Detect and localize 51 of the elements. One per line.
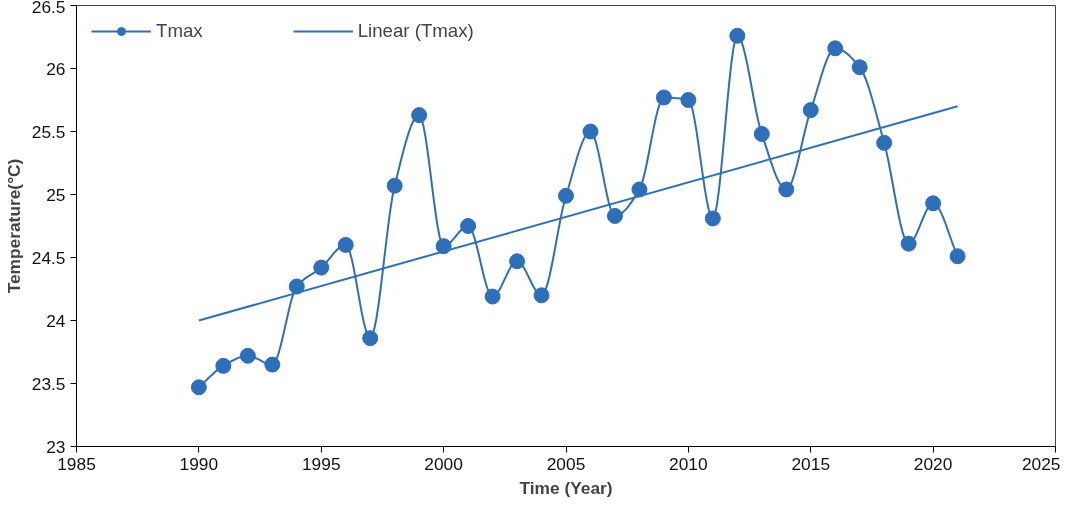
legend-label: Linear (Tmax) (357, 20, 474, 42)
x-tick-label: 1995 (301, 453, 341, 474)
point (876, 134, 893, 151)
point (802, 102, 819, 119)
point (655, 89, 672, 106)
point (606, 207, 623, 224)
x-tick-label: 2020 (913, 453, 953, 474)
x-tick-label: 2000 (424, 453, 463, 474)
point (190, 379, 207, 396)
y-tick-label: 26.5 (31, 0, 66, 17)
point (778, 181, 795, 198)
point (386, 177, 403, 194)
point (239, 347, 256, 364)
point (925, 195, 942, 212)
y-tick-label: 26 (46, 58, 66, 79)
point (337, 236, 354, 253)
y-axis-title: Temperature(°C) (3, 158, 24, 294)
x-tick-label: 2015 (791, 453, 831, 474)
y-tick-label: 25 (46, 184, 66, 205)
x-tick-label: 1990 (179, 453, 219, 474)
point (949, 248, 966, 265)
point (362, 330, 379, 347)
x-tick-label: 2025 (1021, 453, 1061, 474)
point (215, 357, 232, 374)
point (558, 187, 574, 204)
y-tick-label: 25.5 (31, 121, 66, 142)
point (900, 235, 917, 252)
point (313, 259, 330, 276)
point (435, 238, 452, 255)
point (827, 40, 844, 57)
point (484, 288, 501, 305)
x-axis-title: Time (Year) (519, 477, 613, 498)
legend-label: Tmax (156, 20, 203, 42)
y-tick-label: 24.5 (31, 247, 66, 268)
point (729, 27, 746, 44)
x-tick-label: 2010 (669, 453, 708, 474)
point (631, 181, 648, 198)
point (753, 126, 770, 143)
x-tick-label: 2005 (546, 453, 586, 474)
point (680, 92, 697, 108)
point (411, 107, 428, 124)
point (704, 210, 721, 227)
y-tick-label: 23.5 (31, 373, 66, 394)
point (582, 123, 599, 140)
point (288, 278, 305, 295)
point (533, 287, 550, 304)
point (264, 356, 281, 373)
y-tick-label: 24 (46, 310, 66, 331)
point (509, 253, 526, 270)
point (851, 59, 868, 76)
point (460, 218, 477, 234)
